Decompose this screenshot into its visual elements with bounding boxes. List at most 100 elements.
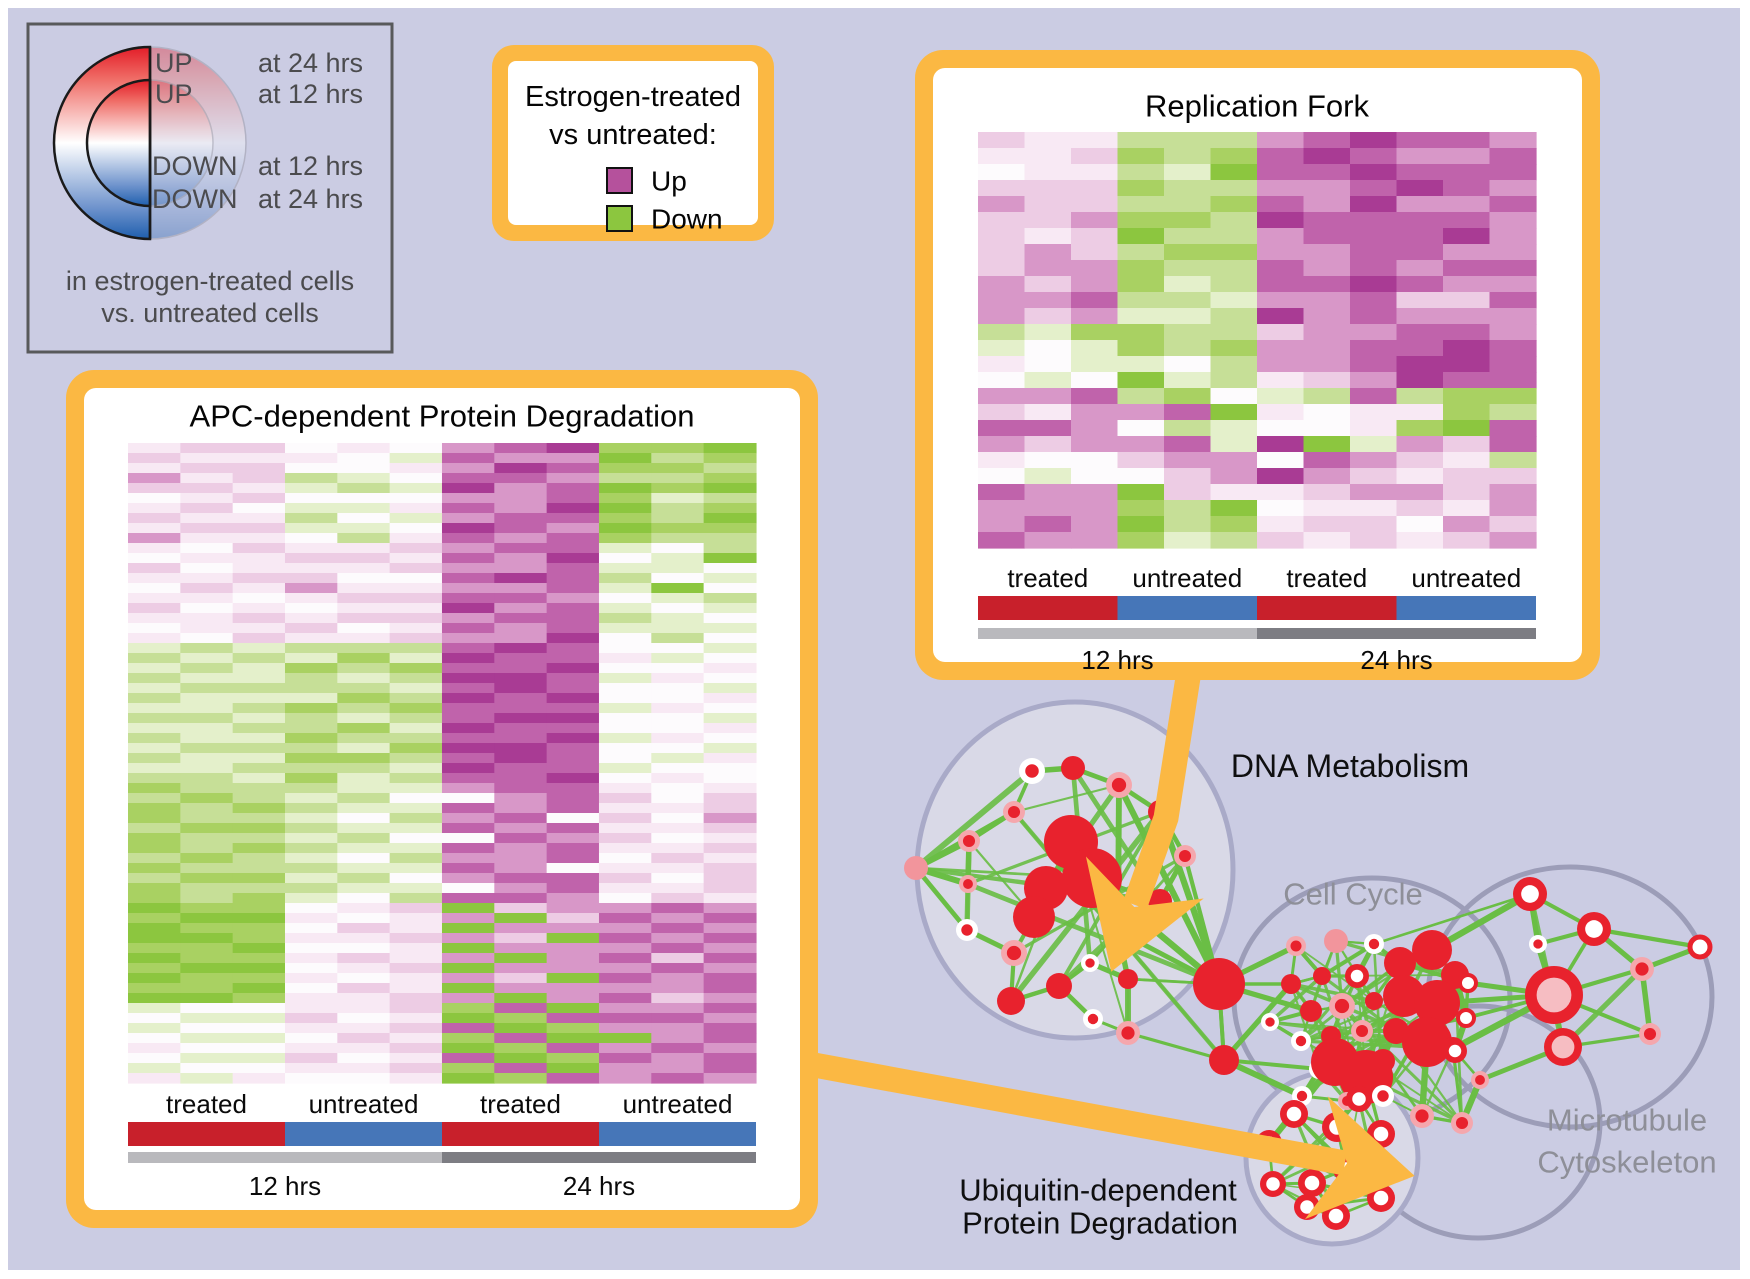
heatmap-cell <box>978 500 1026 517</box>
heatmap-cell <box>546 483 600 494</box>
heatmap-cell <box>598 723 652 734</box>
heatmap-cell <box>703 653 757 664</box>
heatmap-cell <box>337 813 391 824</box>
heatmap-cell <box>337 843 391 854</box>
heatmap-cell <box>1164 212 1212 229</box>
heatmap-cell <box>284 713 338 724</box>
heatmap-cell <box>337 773 391 784</box>
heatmap-cell <box>337 693 391 704</box>
heatmap-cell <box>441 633 495 644</box>
heatmap-cell <box>180 443 234 454</box>
heatmap-cell <box>284 673 338 684</box>
group-label: untreated <box>623 1089 733 1119</box>
node-pc <box>1471 1071 1489 1089</box>
heatmap-cell <box>598 623 652 634</box>
heatmap-cell <box>128 533 181 544</box>
heatmap-cell <box>389 903 443 914</box>
heatmap-cell <box>389 1053 443 1064</box>
heatmap-cell <box>546 873 600 884</box>
heatmap-cell <box>389 793 443 804</box>
heatmap-cell <box>232 933 286 944</box>
heatmap-cell <box>1071 468 1119 485</box>
heatmap-cell <box>494 633 548 644</box>
heatmap-cell <box>651 793 705 804</box>
heatmap-cell <box>598 703 652 714</box>
heatmap-cell <box>441 743 495 754</box>
heatmap-cell <box>1350 180 1398 197</box>
heatmap-cell <box>337 493 391 504</box>
heatmap-cell <box>337 473 391 484</box>
heatmap-cell <box>1303 212 1351 229</box>
heatmap-cell <box>128 1013 181 1024</box>
heatmap-cell <box>128 593 181 604</box>
heatmap-cell <box>389 723 443 734</box>
edge <box>914 866 969 932</box>
heatmap-cell <box>1350 500 1398 517</box>
ring-row-time-0: at 24 hrs <box>258 48 363 78</box>
heatmap-cell <box>494 643 548 654</box>
heatmap-cell <box>703 883 757 894</box>
node-p <box>1324 929 1348 953</box>
heatmap-cell <box>128 463 181 474</box>
heatmap-cell <box>1396 516 1444 533</box>
heatmap-cell <box>1489 468 1537 485</box>
heatmap-cell <box>232 793 286 804</box>
heatmap-cell <box>284 913 338 924</box>
heatmap-cell <box>180 513 234 524</box>
heatmap-cell <box>180 493 234 504</box>
heatmap-cell <box>494 943 548 954</box>
heatmap-cell <box>1489 180 1537 197</box>
heatmap-cell <box>180 663 234 674</box>
heatmap-cell <box>1210 500 1258 517</box>
heatmap-cell <box>598 653 652 664</box>
heatmap-cell <box>337 543 391 554</box>
heatmap-cell <box>1350 340 1398 357</box>
bar-24hrs <box>442 1152 756 1163</box>
heatmap-cell <box>1164 388 1212 405</box>
heatmap-cell <box>284 763 338 774</box>
heatmap-cell <box>337 853 391 864</box>
heatmap-cell <box>703 933 757 944</box>
heatmap-cell <box>389 513 443 524</box>
heatmap-cell <box>703 833 757 844</box>
heatmap-cell <box>1257 324 1305 341</box>
heatmap-cell <box>128 883 181 894</box>
heatmap-cell <box>1350 388 1398 405</box>
time-label: 12 hrs <box>249 1171 321 1201</box>
heatmap-cell <box>1489 404 1537 421</box>
ring-legend-border <box>26 22 394 354</box>
heatmap-cell <box>180 1003 234 1014</box>
heatmap-cell <box>703 1033 757 1044</box>
group-label: untreated <box>1411 563 1521 593</box>
heatmap-cell <box>284 483 338 494</box>
heatmap-cell <box>1257 516 1305 533</box>
heatmap-cell <box>1489 244 1537 261</box>
heatmap-cell <box>703 1003 757 1014</box>
heatmap-cell <box>128 973 181 984</box>
heatmap-cell <box>337 1023 391 1034</box>
heatmap-cell <box>978 308 1026 325</box>
heatmap-cell <box>651 783 705 794</box>
heatmap-cell <box>284 573 338 584</box>
heatmap-cell <box>651 743 705 754</box>
heatmap-cell <box>651 643 705 654</box>
heatmap-cell <box>232 873 286 884</box>
replication-fork-panel: Replication Fork treated untreated treated… <box>915 50 1600 680</box>
bar-12hrs <box>128 1152 442 1163</box>
node-s <box>1313 967 1331 985</box>
heatmap-cell <box>232 613 286 624</box>
heatmap-cell <box>494 513 548 524</box>
heatmap-cell <box>180 963 234 974</box>
heatmap-cell <box>1350 484 1398 501</box>
heatmap-cell <box>1257 228 1305 245</box>
heatmap-cell <box>978 516 1026 533</box>
heatmap-cell <box>651 733 705 744</box>
heatmap-cell <box>232 733 286 744</box>
heatmap-cell <box>546 743 600 754</box>
heatmap-cell <box>703 903 757 914</box>
heatmap-cell <box>180 1033 234 1044</box>
heatmap-cell <box>337 663 391 674</box>
heatmap-cell <box>1210 324 1258 341</box>
node-rw <box>1367 1184 1395 1212</box>
